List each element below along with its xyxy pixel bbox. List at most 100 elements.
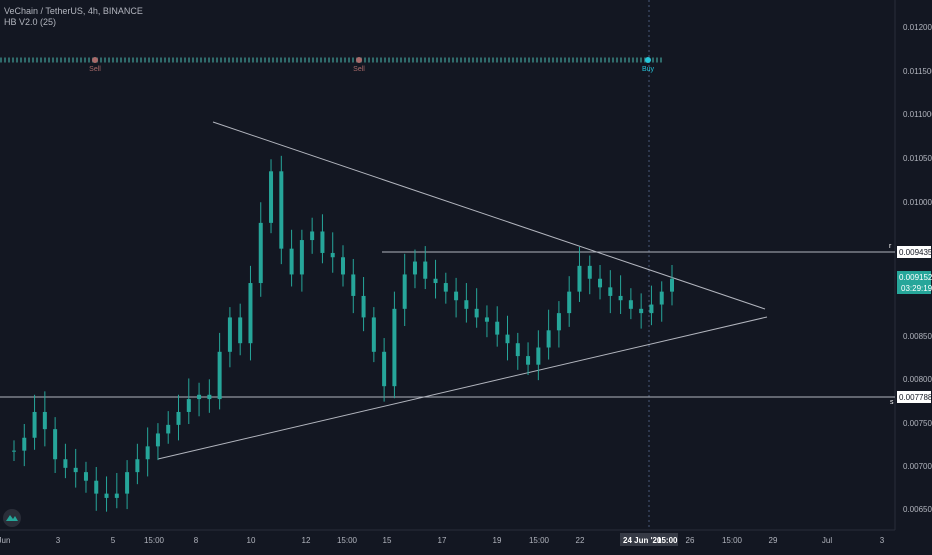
candle-body <box>269 171 274 223</box>
time-tick: Jul <box>822 536 832 545</box>
signal-label: Buy <box>642 66 655 73</box>
candle-body <box>567 291 572 314</box>
candle-body <box>42 411 47 430</box>
resistance-price: 0.009435 <box>899 248 932 257</box>
candle-body <box>546 330 551 348</box>
candle-body <box>32 411 37 438</box>
candle-body <box>649 304 654 314</box>
symbol-title[interactable]: VeChain / TetherUS, 4h, BINANCE <box>4 6 143 16</box>
candle-body <box>197 394 202 400</box>
candle-body <box>53 429 58 460</box>
time-tick: 22 <box>576 536 585 545</box>
candle-body <box>433 278 438 284</box>
candle-body <box>299 240 304 275</box>
candle-body <box>382 351 387 387</box>
time-tick: 15:00 <box>529 536 550 545</box>
candle-body <box>670 278 674 292</box>
countdown: 03:29:19 <box>901 284 932 293</box>
candle-body <box>577 265 582 292</box>
ascending-trendline[interactable] <box>157 316 768 460</box>
time-tick: 8 <box>194 536 199 545</box>
resistance-tag: r <box>889 243 892 250</box>
signal-label: Sell <box>353 66 365 73</box>
candle-body <box>94 480 99 494</box>
candle-body <box>495 321 500 335</box>
candle-body <box>145 446 150 460</box>
candle-body <box>248 283 253 344</box>
candle-body <box>279 171 284 249</box>
descending-trendline[interactable] <box>212 121 766 310</box>
candle-body <box>608 287 613 296</box>
candle-body <box>186 399 191 412</box>
candle-body <box>238 317 243 344</box>
time-tick: 10 <box>247 536 256 545</box>
candle-body <box>402 274 407 309</box>
candle-body <box>320 231 325 253</box>
tradingview-logo-icon[interactable] <box>3 509 21 527</box>
candle-body <box>556 313 561 331</box>
candle-body <box>598 278 603 288</box>
time-tick: 17 <box>438 536 447 545</box>
candle-body <box>423 261 428 279</box>
candle-body <box>176 411 181 425</box>
candle-body <box>361 295 366 318</box>
time-tick: 29 <box>769 536 778 545</box>
signal-marker[interactable] <box>645 57 651 63</box>
candle-body <box>454 291 459 301</box>
candle-body <box>628 300 633 309</box>
candle-body <box>310 231 315 241</box>
resistance-label: 0.009435 r <box>889 243 932 258</box>
time-tick: 15 <box>383 536 392 545</box>
signal-marker[interactable] <box>92 57 98 63</box>
time-tick: 3 <box>56 536 61 545</box>
time-tick: Jun <box>0 536 10 545</box>
candle-body <box>351 274 356 296</box>
candle-body <box>618 295 623 301</box>
support-tag: s <box>890 399 894 406</box>
candle-series <box>12 155 674 512</box>
candle-body <box>63 459 68 468</box>
candle-body <box>155 433 160 447</box>
candle-body <box>135 459 140 473</box>
signal-label: Sell <box>89 66 101 73</box>
indicator-label[interactable]: HB V2.0 (25) <box>4 17 57 27</box>
time-tick: 12 <box>302 536 311 545</box>
candle-body <box>227 317 232 352</box>
signal-marker[interactable] <box>356 57 362 63</box>
candle-body <box>443 283 448 292</box>
candle-body <box>114 493 119 498</box>
candle-body <box>515 343 520 357</box>
candle-body <box>22 437 27 451</box>
time-tick: 19 <box>493 536 502 545</box>
candle-body <box>125 472 130 494</box>
candle-body <box>73 467 78 473</box>
candle-body <box>12 450 16 452</box>
candle-body <box>341 257 345 275</box>
time-tick: 5 <box>111 536 116 545</box>
time-tick: 3 <box>880 536 885 545</box>
candle-body <box>484 317 489 322</box>
candle-body <box>217 351 222 400</box>
support-label: 0.007788 s <box>890 391 932 406</box>
candle-body <box>289 248 294 275</box>
candle-body <box>104 493 109 498</box>
current-price-label: 0.009152 03:29:19 <box>897 271 932 294</box>
candle-body <box>207 394 212 400</box>
candle-body <box>258 222 263 284</box>
candle-body <box>505 334 510 344</box>
time-tick: 26 <box>686 536 695 545</box>
signal-layer: Sell Sell Buy <box>89 57 655 73</box>
crosshair-time-label: 24 Jun '20 15:00 <box>620 533 678 546</box>
candle-body <box>587 265 592 279</box>
candle-body <box>659 291 664 305</box>
